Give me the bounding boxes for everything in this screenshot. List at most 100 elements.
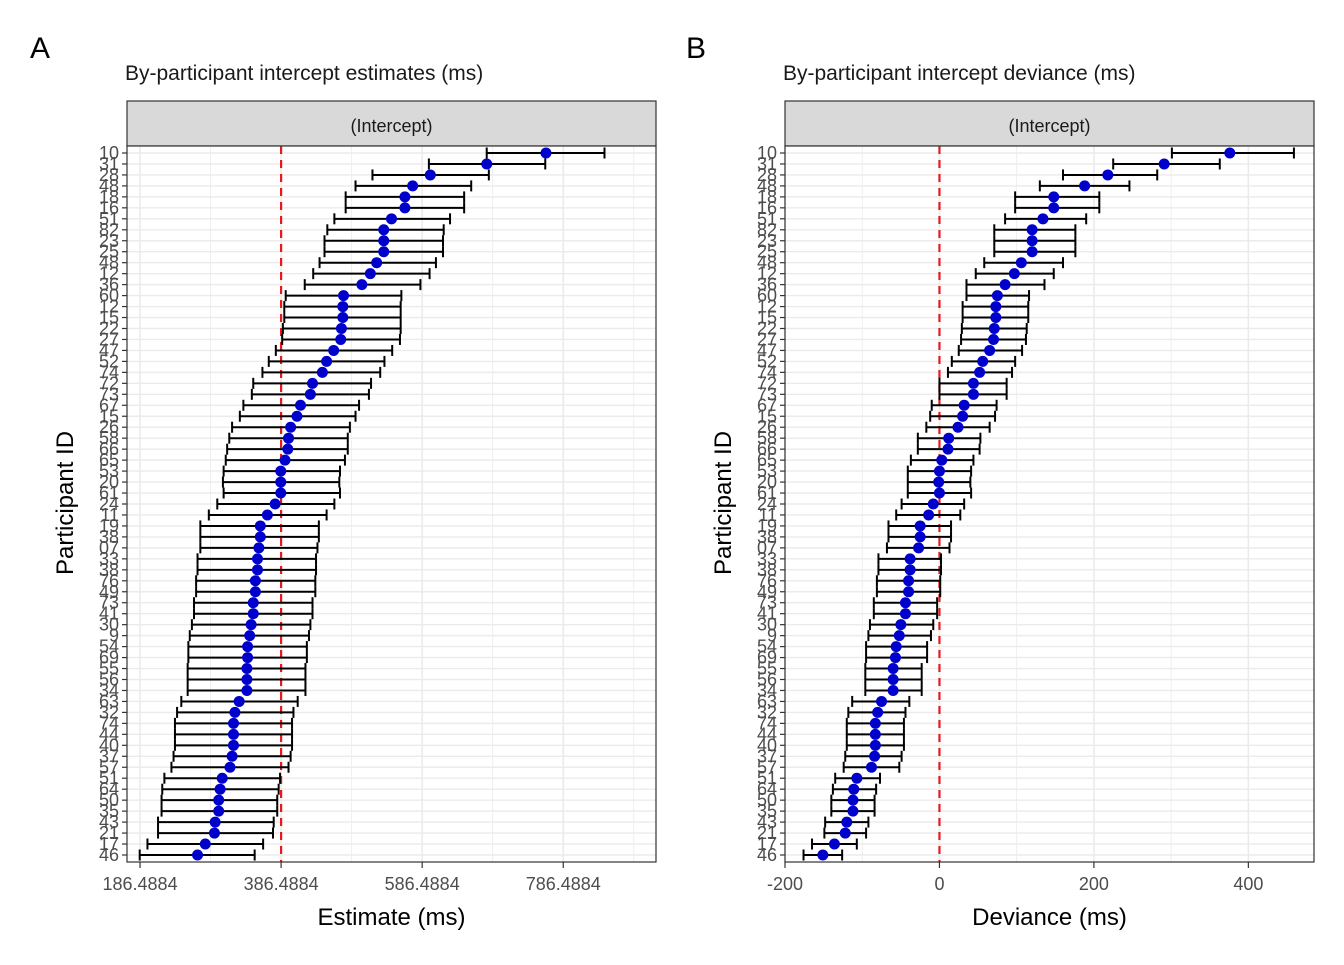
y-tick-label: 63 — [99, 691, 119, 711]
data-point — [943, 432, 955, 444]
y-tick-label: 67 — [757, 395, 777, 415]
y-tick-label: 46 — [757, 845, 777, 865]
y-tick-label: 20 — [757, 472, 777, 492]
y-tick-label: 66 — [757, 439, 777, 459]
y-tick-label: 73 — [99, 593, 119, 613]
data-point — [399, 191, 411, 203]
data-point — [988, 323, 1000, 334]
y-axis-title-a: Participant ID — [52, 431, 79, 575]
data-point — [241, 684, 253, 696]
y-tick-label: 33 — [99, 549, 119, 569]
y-tick-label: 21 — [757, 823, 777, 843]
y-tick-label: 10 — [99, 143, 119, 163]
data-point — [247, 608, 259, 620]
y-tick-label: 82 — [99, 220, 119, 240]
data-point — [841, 816, 853, 828]
data-point — [224, 761, 236, 773]
data-point — [869, 750, 881, 762]
x-tick-label: 0 — [934, 874, 944, 894]
y-tick-label: 12 — [757, 264, 777, 284]
y-tick-label: 50 — [757, 790, 777, 810]
data-point — [307, 377, 319, 389]
data-point — [899, 597, 911, 609]
y-tick-label: 44 — [757, 724, 777, 744]
data-point — [942, 443, 954, 455]
y-tick-label: 73 — [99, 384, 119, 404]
data-point — [254, 531, 266, 543]
data-point — [828, 838, 840, 850]
data-point — [872, 706, 884, 718]
panel-title-a: By-participant intercept estimates (ms) — [125, 62, 483, 85]
y-tick-label: 51 — [757, 209, 777, 229]
data-point — [923, 509, 935, 521]
y-tick-label: 9 — [767, 626, 777, 646]
y-tick-label: 12 — [99, 264, 119, 284]
y-tick-label: 30 — [757, 615, 777, 635]
y-tick-label: 32 — [99, 702, 119, 722]
data-point — [378, 235, 390, 247]
data-point — [213, 794, 225, 806]
x-tick-label: 400 — [1233, 874, 1263, 894]
data-point — [241, 663, 253, 675]
y-tick-label: 72 — [757, 373, 777, 393]
data-point — [869, 739, 881, 751]
y-tick-label: 22 — [99, 319, 119, 339]
y-tick-label: 46 — [99, 845, 119, 865]
data-point — [904, 564, 916, 576]
y-tick-label: 9 — [109, 626, 119, 646]
y-tick-label: 57 — [99, 757, 119, 777]
data-point — [249, 575, 261, 587]
data-point — [228, 739, 240, 751]
data-point — [984, 344, 996, 356]
y-tick-label: 23 — [757, 231, 777, 251]
x-tick-label: 586.4884 — [385, 874, 460, 894]
y-tick-label: 55 — [757, 659, 777, 679]
y-tick-label: 07 — [99, 538, 119, 558]
data-point — [914, 531, 926, 543]
x-axis-title-b: Deviance (ms) — [972, 904, 1127, 931]
data-point — [245, 619, 257, 631]
data-point — [275, 465, 287, 477]
y-tick-label: 56 — [99, 670, 119, 690]
data-point — [213, 805, 225, 817]
plot-area-a: 1031284818165182232548123660121522274752… — [99, 143, 657, 894]
y-tick-label: 40 — [99, 735, 119, 755]
data-point — [540, 147, 552, 159]
data-point — [903, 575, 915, 587]
y-tick-label: 36 — [99, 275, 119, 295]
data-point — [933, 465, 945, 477]
data-point — [192, 849, 204, 861]
data-point — [226, 750, 238, 762]
y-tick-label: 63 — [757, 691, 777, 711]
x-axis-title-a: Estimate (ms) — [317, 904, 465, 931]
data-point — [242, 652, 254, 664]
y-tick-label: 48 — [757, 176, 777, 196]
y-tick-label: 36 — [757, 275, 777, 295]
y-tick-label: 15 — [757, 406, 777, 426]
y-tick-label: 27 — [99, 329, 119, 349]
data-point — [424, 169, 436, 181]
y-tick-label: 27 — [757, 329, 777, 349]
y-tick-label: 16 — [757, 198, 777, 218]
data-point — [839, 827, 851, 839]
data-point — [481, 158, 493, 170]
y-tick-label: 76 — [757, 571, 777, 591]
y-tick-label: 67 — [99, 395, 119, 415]
plot-area-b: 1031284818165182232548123660121522274752… — [757, 143, 1315, 894]
panel-b: B By-participant intercept deviance (ms)… — [686, 32, 1315, 931]
data-point — [848, 783, 860, 795]
data-point — [927, 498, 939, 510]
data-point — [249, 586, 261, 598]
y-tick-label: 48 — [99, 253, 119, 273]
y-tick-label: 38 — [757, 527, 777, 547]
data-point — [1048, 202, 1060, 214]
y-tick-label: 43 — [99, 812, 119, 832]
y-tick-label: 10 — [757, 143, 777, 163]
panel-a: A By-participant intercept estimates (ms… — [30, 32, 657, 931]
data-point — [228, 717, 240, 729]
y-tick-label: 34 — [99, 680, 119, 700]
y-tick-label: 65 — [99, 450, 119, 470]
data-point — [893, 630, 905, 642]
data-point — [895, 619, 907, 631]
data-point — [967, 388, 979, 400]
